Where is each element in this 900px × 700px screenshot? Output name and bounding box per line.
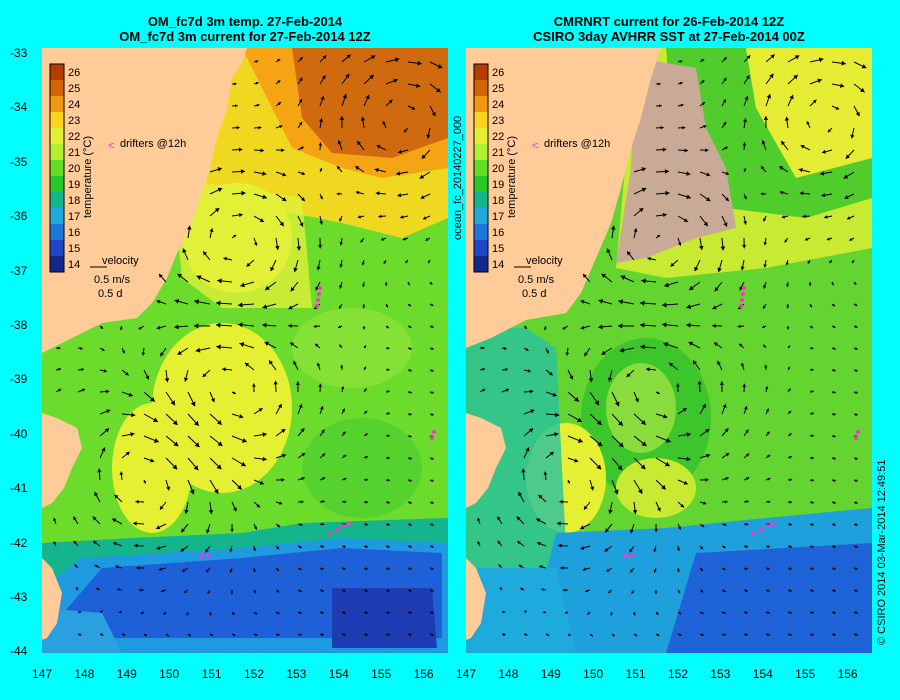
svg-text:<: < bbox=[108, 140, 114, 152]
lat-tick-label: -34 bbox=[10, 100, 28, 115]
lon-tick-label: 149 bbox=[116, 667, 137, 681]
left-colorbar-label: temperature (°C) bbox=[82, 135, 94, 218]
colorbar-tick-label: 17 bbox=[492, 211, 504, 223]
right-legend-speed: 0.5 m/s bbox=[518, 274, 555, 286]
colorbar-tick-label: 24 bbox=[492, 99, 504, 111]
colorbar-tick-label: 15 bbox=[68, 243, 80, 255]
left-legend-drifters: drifters @12h bbox=[120, 138, 187, 150]
lon-tick-label: 156 bbox=[837, 667, 858, 681]
right-colorbar-label: temperature (°C) bbox=[506, 135, 518, 218]
lon-tick-label: 147 bbox=[31, 667, 53, 681]
colorbar-tick-label: 19 bbox=[492, 179, 504, 191]
colorbar-tick-label: 14 bbox=[68, 259, 80, 271]
svg-text:<: < bbox=[532, 140, 538, 152]
left-legend-duration: 0.5 d bbox=[98, 288, 123, 300]
lat-tick-label: -42 bbox=[10, 535, 28, 550]
lon-tick-label: 148 bbox=[498, 667, 519, 681]
colorbar-tick-label: 26 bbox=[68, 67, 80, 79]
right-map-title: CMRNRT current for 26-Feb-2014 12Z CSIRO… bbox=[466, 14, 872, 44]
right-colorbar: 26 25 24 23 22 21 20 19 18 17 16 15 14 bbox=[473, 63, 504, 273]
lat-tick-label: -41 bbox=[10, 481, 28, 496]
lon-tick-label: 154 bbox=[752, 667, 773, 681]
left-legend-speed: 0.5 m/s bbox=[94, 274, 131, 286]
colorbar-tick-label: 20 bbox=[68, 163, 80, 175]
colorbar-tick-label: 22 bbox=[492, 131, 504, 143]
lon-tick-label: 147 bbox=[455, 667, 477, 681]
colorbar-tick-label: 26 bbox=[492, 67, 504, 79]
colorbar-tick-label: 24 bbox=[68, 99, 80, 111]
left-drifter-points bbox=[200, 286, 436, 558]
right-map-canvas: 26 25 24 23 22 21 20 19 18 17 16 15 14 < bbox=[466, 48, 872, 653]
colorbar-tick-label: 21 bbox=[492, 147, 504, 159]
left-title-line2: OM_fc7d 3m current for 27-Feb-2014 12Z bbox=[119, 29, 371, 44]
colorbar-tick-label: 18 bbox=[68, 195, 80, 207]
lon-tick-label: 155 bbox=[371, 667, 392, 681]
right-title-line2: CSIRO 3day AVHRR SST at 27-Feb-2014 00Z bbox=[533, 29, 805, 44]
lon-tick-label: 154 bbox=[328, 667, 349, 681]
right-legend-drifters: drifters @12h bbox=[544, 138, 611, 150]
lat-tick-label: -37 bbox=[10, 263, 28, 278]
left-map-title: OM_fc7d 3m temp. 27-Feb-2014 OM_fc7d 3m … bbox=[42, 14, 448, 44]
lon-tick-label: 148 bbox=[74, 667, 95, 681]
lon-tick-label: 152 bbox=[667, 667, 689, 681]
lon-tick-label: 156 bbox=[413, 667, 434, 681]
right-legend-velocity: velocity bbox=[526, 255, 563, 267]
lon-tick-label: 153 bbox=[710, 667, 731, 681]
lon-tick-label: 152 bbox=[243, 667, 265, 681]
lat-tick-label: -44 bbox=[10, 644, 28, 659]
lat-tick-label: -38 bbox=[10, 318, 28, 332]
lat-tick-label: -35 bbox=[10, 154, 28, 169]
colorbar-tick-label: 25 bbox=[492, 83, 504, 95]
colorbar-tick-label: 22 bbox=[68, 131, 80, 143]
colorbar-tick-label: 21 bbox=[68, 147, 80, 159]
colorbar-tick-label: 15 bbox=[492, 243, 504, 255]
lon-tick-label: 151 bbox=[201, 667, 222, 681]
lon-tick-label: 153 bbox=[286, 667, 307, 681]
colorbar-tick-label: 23 bbox=[68, 115, 80, 127]
lat-tick-label: -36 bbox=[10, 209, 28, 224]
left-title-line1: OM_fc7d 3m temp. 27-Feb-2014 bbox=[147, 14, 343, 29]
left-colorbar: 26 25 24 23 22 21 20 19 18 17 16 15 14 bbox=[49, 63, 80, 273]
left-legend-velocity: velocity bbox=[102, 255, 139, 267]
left-map-canvas: 26 25 24 23 22 21 20 19 18 17 16 15 14 < bbox=[42, 48, 448, 653]
forecast-id-label: ocean_fc_20140227_000 bbox=[452, 115, 464, 240]
lat-tick-label: -39 bbox=[10, 372, 28, 387]
lon-tick-label: 149 bbox=[540, 667, 561, 681]
lat-tick-label: -40 bbox=[10, 426, 28, 441]
colorbar-tick-label: 19 bbox=[68, 179, 80, 191]
lat-tick-label: -43 bbox=[10, 590, 28, 604]
colorbar-tick-label: 16 bbox=[492, 227, 504, 239]
colorbar-tick-label: 18 bbox=[492, 195, 504, 207]
right-map-panel[interactable]: 26 25 24 23 22 21 20 19 18 17 16 15 14 < drifters @1… bbox=[466, 48, 872, 653]
left-map-panel[interactable]: 26 25 24 23 22 21 20 19 18 17 16 15 14 < drifters @1… bbox=[42, 48, 448, 653]
lon-tick-label: 155 bbox=[795, 667, 816, 681]
lon-tick-label: 150 bbox=[583, 667, 604, 681]
colorbar-tick-label: 16 bbox=[68, 227, 80, 239]
right-velocity-vectors bbox=[477, 54, 867, 637]
lon-tick-label: 150 bbox=[159, 667, 180, 681]
lon-tick-label: 151 bbox=[625, 667, 646, 681]
colorbar-tick-label: 14 bbox=[492, 259, 504, 271]
colorbar-tick-label: 20 bbox=[492, 163, 504, 175]
credit-label: © CSIRO 2014 03-Mar-2014 12:49:51 bbox=[876, 459, 888, 645]
lat-tick-label: -33 bbox=[10, 46, 28, 60]
right-drifter-points bbox=[624, 286, 860, 558]
colorbar-tick-label: 17 bbox=[68, 211, 80, 223]
colorbar-tick-label: 23 bbox=[492, 115, 504, 127]
left-velocity-vectors bbox=[53, 54, 443, 637]
right-legend-duration: 0.5 d bbox=[522, 288, 547, 300]
colorbar-tick-label: 25 bbox=[68, 83, 80, 95]
right-title-line1: CMRNRT current for 26-Feb-2014 12Z bbox=[553, 14, 785, 29]
